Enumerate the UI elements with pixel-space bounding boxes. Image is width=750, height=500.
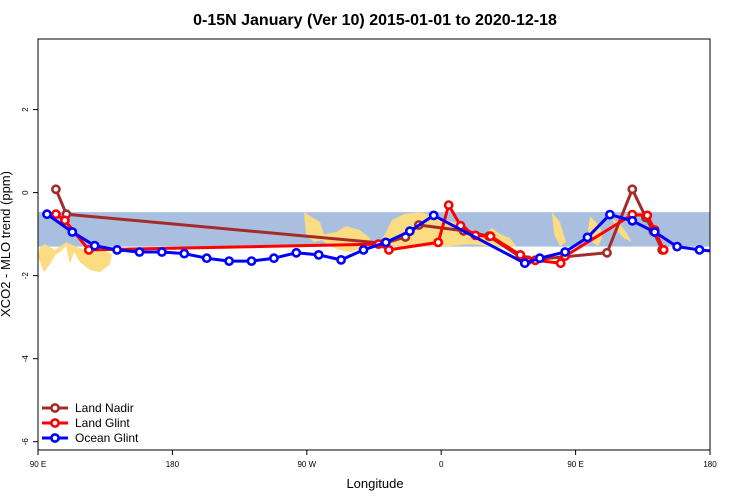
y-axis-label: XCO2 - MLO trend (ppm) — [0, 171, 13, 317]
plot-area — [38, 184, 748, 273]
land-glint-point-11 — [515, 249, 526, 260]
ocean-glint-point-1 — [42, 209, 52, 220]
ocean-glint-point-13 — [313, 249, 324, 260]
ocean-glint-point-23 — [605, 209, 615, 220]
ocean-glint-point-21 — [560, 247, 570, 257]
ocean-glint-point-26 — [672, 241, 682, 252]
y-tick-label-3: -2 — [21, 272, 30, 280]
ocean-glint-point-10 — [246, 256, 257, 266]
x-tick-label-6: 180 — [703, 460, 717, 469]
legend-ocean-glint-label: Ocean Glint — [75, 431, 139, 445]
land-glint-point-18 — [658, 244, 669, 255]
land-glint-point-1 — [51, 209, 61, 220]
ocean-glint-point-6 — [156, 247, 167, 257]
ocean-glint-point-19 — [519, 258, 530, 269]
x-tick-label-3: 90 W — [297, 460, 316, 469]
ocean-glint-point-16 — [380, 237, 391, 248]
land-glint-point-2 — [60, 215, 70, 226]
chart-title: 0-15N January (Ver 10) 2015-01-01 to 202… — [193, 12, 557, 29]
ocean-glint-point-28 — [718, 248, 725, 255]
legend-land-glint-marker — [50, 418, 60, 428]
ocean-glint-point-27 — [694, 244, 705, 255]
x-tick-label-4: 0 — [439, 460, 444, 469]
legend-land-nadir-marker — [50, 403, 60, 413]
ocean-glint-point-22 — [582, 232, 593, 243]
ocean-glint-point-8 — [201, 253, 212, 264]
land-nadir-point-11 — [627, 184, 638, 195]
land-glint-point-7 — [443, 200, 454, 210]
land-shape-4 — [552, 212, 566, 247]
ocean-glint-point-17 — [404, 226, 415, 237]
land-glint-point-10 — [485, 231, 496, 242]
land-nadir-point-10 — [602, 247, 612, 258]
ocean-glint-point-7 — [179, 248, 190, 259]
ocean-glint-point-20 — [534, 253, 545, 264]
land-shape-2 — [304, 212, 372, 253]
land-glint-point-5 — [383, 244, 394, 255]
ocean-glint-point-29 — [741, 248, 748, 255]
ocean-glint-point-3 — [89, 240, 100, 251]
ocean-glint-point-2 — [67, 227, 78, 237]
land-shape-1 — [38, 242, 112, 273]
x-tick-label-1: 90 E — [30, 460, 46, 469]
ocean-glint-point-9 — [224, 256, 234, 266]
y-tick-label-1: -6 — [21, 438, 30, 446]
ocean-glint-point-25 — [649, 227, 660, 237]
y-tick-label-5: 2 — [21, 107, 30, 112]
ocean-glint-point-15 — [358, 244, 369, 255]
land-glint-point-6 — [433, 237, 444, 248]
legend-land-nadir-label: Land Nadir — [75, 401, 134, 415]
ocean-glint-point-12 — [291, 247, 302, 258]
ocean-glint-point-5 — [134, 247, 145, 257]
ocean-glint-point-24 — [627, 215, 638, 226]
x-tick-label-5: 90 E — [567, 460, 583, 469]
x-tick-label-2: 180 — [166, 460, 180, 469]
plot-frame — [37, 38, 711, 451]
ocean-glint-point-14 — [336, 254, 346, 265]
legend-ocean-glint-marker — [50, 433, 60, 443]
ocean-glint-point-18 — [428, 210, 439, 221]
land-glint-point-16 — [642, 210, 653, 221]
ocean-glint-point-11 — [268, 253, 279, 264]
x-axis-label: Longitude — [346, 476, 403, 491]
land-nadir-point-1 — [51, 184, 61, 195]
land-glint-point-13 — [555, 258, 566, 269]
ocean-glint-point-4 — [112, 244, 122, 255]
y-tick-label-4: 0 — [21, 190, 30, 195]
axes: 90 E 180 90 W 0 90 E 180 -6 -4 -2 0 2 — [21, 107, 717, 469]
legend-land-glint-label: Land Glint — [75, 416, 130, 430]
y-tick-label-2: -4 — [21, 355, 30, 363]
